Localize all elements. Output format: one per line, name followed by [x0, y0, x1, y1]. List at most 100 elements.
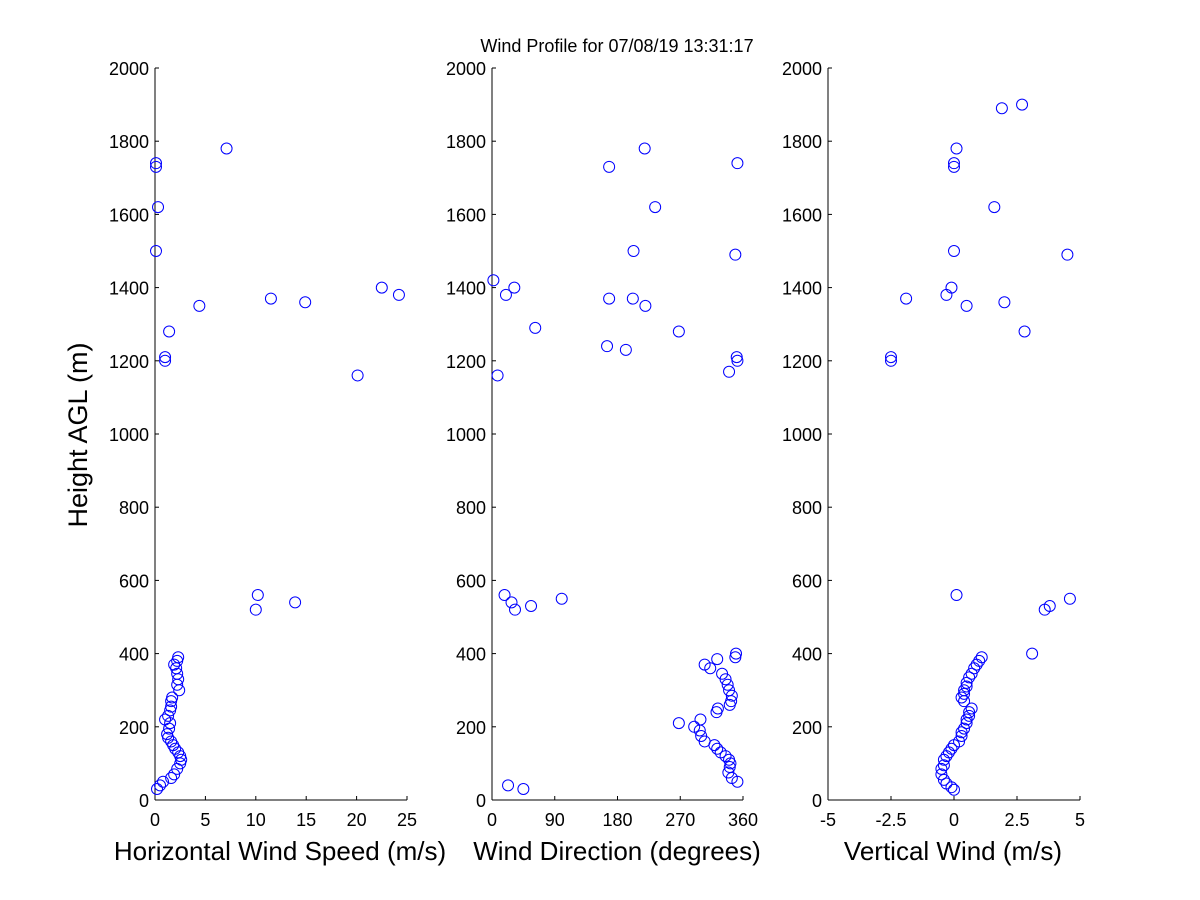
y-tick-label: 1600 [109, 205, 149, 225]
x-tick-label: 0 [150, 810, 160, 830]
data-point-vertical [948, 160, 960, 173]
y-tick-label: 800 [456, 498, 486, 518]
y-tick-label: 0 [812, 791, 822, 811]
data-point-speed [193, 299, 206, 312]
data-point-direction [729, 651, 742, 664]
data-point-vertical [958, 722, 971, 735]
y-tick-label: 200 [119, 718, 149, 738]
data-point-speed [150, 157, 163, 170]
data-point-vertical [950, 589, 963, 602]
horizontal-wind-speed-panel: 0 200 400 600 800 1000 1200 1400 1600 1800 2000 0 5 1… [109, 59, 417, 830]
data-point-vertical [960, 713, 973, 726]
data-point-speed [171, 762, 184, 775]
data-point-speed [150, 245, 163, 257]
x-tick-label: 20 [347, 810, 367, 830]
data-point-direction [723, 365, 736, 378]
data-point-vertical [1061, 248, 1074, 261]
data-point-direction [505, 596, 518, 609]
data-point-direction [704, 662, 717, 675]
x-tick-label: 25 [397, 810, 417, 830]
data-point-vertical [955, 691, 968, 704]
y-tick-label: 400 [792, 645, 822, 665]
x-tick-label: 0 [949, 810, 959, 830]
x-axis-label-wind-direction: Wind Direction (degrees) [473, 836, 761, 866]
data-point-vertical [948, 245, 960, 257]
data-point-speed [163, 325, 176, 338]
data-point-vertical [963, 671, 976, 684]
y-tick-label: 2000 [109, 59, 149, 79]
data-point-direction [509, 603, 522, 616]
data-point-vertical [960, 680, 973, 693]
data-point-vertical [937, 753, 950, 766]
data-point-speed [165, 695, 178, 708]
data-point-direction [721, 678, 734, 691]
data-point-vertical [963, 706, 976, 719]
data-point-vertical [885, 354, 897, 367]
data-point-speed [249, 603, 262, 616]
data-point-speed [299, 296, 312, 309]
x-tick-label: 2.5 [1004, 810, 1029, 830]
y-tick-label: 1000 [782, 425, 822, 445]
x-axis-label-horizontal-wind-speed: Horizontal Wind Speed (m/s) [114, 836, 446, 866]
data-point-direction [498, 589, 511, 602]
data-point-vertical [1038, 603, 1051, 616]
data-point-speed [159, 351, 172, 364]
data-point-speed [264, 292, 277, 305]
data-point-direction [711, 653, 724, 666]
data-point-vertical [948, 157, 960, 170]
data-point-vertical [935, 768, 948, 781]
y-tick-label: 800 [119, 498, 149, 518]
data-point-speed [150, 160, 163, 173]
data-point-vertical [948, 783, 960, 796]
data-point-direction [711, 742, 724, 755]
y-tick-label: 1800 [782, 132, 822, 152]
data-point-direction [649, 201, 662, 214]
data-point-speed [163, 722, 176, 735]
data-point-direction [731, 354, 744, 367]
y-tick-label: 600 [119, 571, 149, 591]
x-tick-label: -2.5 [875, 810, 906, 830]
x-tick-label: 5 [200, 810, 210, 830]
data-point-speed [220, 142, 233, 155]
y-tick-label: 1000 [109, 425, 149, 445]
y-tick-label: 1400 [446, 279, 486, 299]
data-point-vertical [965, 667, 978, 680]
data-point-speed [162, 709, 175, 722]
y-tick-label: 400 [456, 645, 486, 665]
data-point-direction [724, 757, 737, 770]
y-tick-label: 1800 [109, 132, 149, 152]
y-tick-label: 200 [456, 718, 486, 738]
x-tick-label: 90 [545, 810, 565, 830]
y-tick-label: 600 [456, 571, 486, 591]
data-point-direction [508, 281, 521, 294]
data-point-vertical [885, 351, 897, 364]
x-tick-label: 360 [728, 810, 758, 830]
data-point-speed [168, 768, 181, 781]
data-point-vertical [960, 676, 973, 689]
data-point-speed [151, 783, 164, 796]
y-axis-label: Height AGL (m) [63, 342, 93, 527]
data-point-direction [517, 783, 530, 796]
data-point-direction [693, 724, 706, 737]
data-point-speed [392, 288, 405, 301]
x-tick-label: 15 [296, 810, 316, 830]
data-point-speed [171, 678, 184, 691]
data-point-direction [626, 292, 639, 305]
data-point-direction [730, 351, 743, 364]
data-point-speed [171, 654, 184, 667]
data-point-vertical [955, 726, 968, 739]
x-tick-label: 0 [487, 810, 497, 830]
data-point-direction [487, 274, 500, 287]
data-point-direction [730, 647, 743, 660]
data-point-direction [723, 698, 736, 711]
data-point-vertical [955, 729, 968, 742]
y-tick-label: 1600 [782, 205, 822, 225]
y-tick-label: 1600 [446, 205, 486, 225]
data-point-speed [165, 772, 178, 785]
data-point-direction [708, 739, 721, 752]
y-tick-label: 200 [792, 718, 822, 738]
data-point-vertical [937, 759, 950, 772]
data-point-direction [491, 369, 504, 382]
